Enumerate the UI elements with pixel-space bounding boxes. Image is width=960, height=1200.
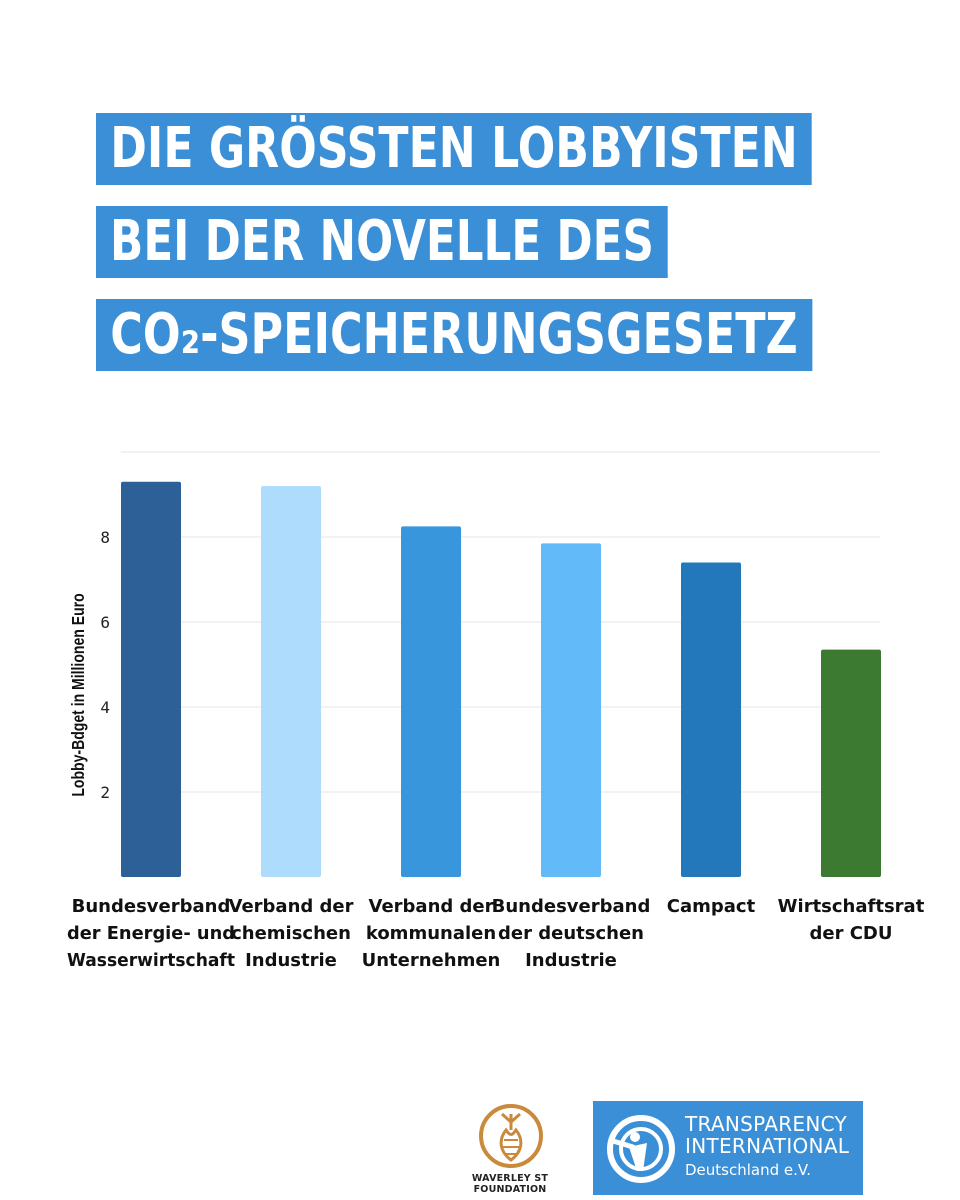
bar-2 [261, 486, 321, 877]
x-category-label: der Energie- und [67, 923, 235, 944]
x-category-label: Unternehmen [362, 950, 501, 971]
ti-line-2: INTERNATIONAL [685, 1134, 850, 1158]
bar-6 [821, 649, 881, 877]
ti-line-3: Deutschland e.V. [685, 1161, 811, 1179]
title-line-3: CO₂-SPEICHERUNGSGESETZ [96, 299, 812, 371]
x-category-label: kommunalen [366, 923, 496, 944]
waverley-logo-text: WAVERLEY ST FOUNDATION [471, 1173, 549, 1195]
y-tick-label: 6 [100, 613, 110, 632]
transparency-text: TRANSPARENCY INTERNATIONAL Deutschland e… [685, 1113, 849, 1181]
bar-5 [681, 562, 741, 877]
x-category-label: Wirtschaftsrat [778, 896, 925, 917]
transparency-globe-icon [607, 1115, 675, 1183]
x-category-label: Industrie [525, 950, 617, 971]
x-category-label: der deutschen [498, 923, 644, 944]
waverley-logo: WAVERLEY ST FOUNDATION [440, 1100, 580, 1195]
y-tick-label: 2 [100, 783, 110, 802]
x-category-label: Verband der [229, 896, 354, 917]
bar-1 [121, 481, 181, 877]
waverley-seed-icon [479, 1104, 543, 1168]
y-axis-label: Lobby-Bdget in Millionen Euro [68, 593, 88, 796]
y-tick-label: 4 [100, 698, 110, 717]
bar-4 [541, 543, 601, 877]
x-category-label: Campact [667, 896, 756, 917]
x-category-label: Bundesverband [72, 896, 231, 917]
x-category-label: der CDU [809, 923, 892, 944]
transparency-international-logo: TRANSPARENCY INTERNATIONAL Deutschland e… [593, 1101, 863, 1195]
title-line-1: DIE GRÖSSTEN LOBBYISTEN [96, 113, 812, 185]
x-category-label: chemischen [231, 923, 351, 944]
x-category-label: Wasserwirtschaft [67, 950, 235, 971]
bar-chart: 2 4 6 8 Lobby-Bdget in Millionen Euro Bundesv… [67, 451, 925, 971]
x-category-label: Industrie [245, 950, 337, 971]
x-category-label: Bundesverband [492, 896, 651, 917]
x-category-label: Verband der [369, 896, 494, 917]
y-tick-label: 8 [100, 528, 110, 547]
ti-line-1: TRANSPARENCY [685, 1112, 848, 1136]
bar-3 [401, 526, 461, 877]
title-line-2: BEI DER NOVELLE DES [96, 206, 668, 278]
